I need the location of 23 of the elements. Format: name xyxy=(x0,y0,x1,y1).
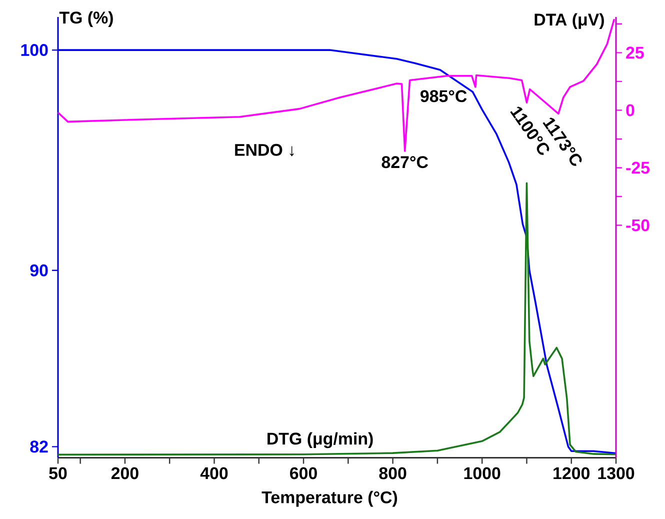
y-tick-label: 90 xyxy=(30,264,48,276)
annotation: 827°C xyxy=(382,156,428,168)
line-series xyxy=(57,182,617,456)
y2-axis-title: DTA (μV) xyxy=(534,13,604,29)
series-label: DTG (μg/min) xyxy=(268,432,373,448)
y2-tick-label: 0 xyxy=(626,104,634,116)
y2-tick-label: -50 xyxy=(626,219,650,232)
x-tick-label: 1300 xyxy=(598,467,634,480)
x-tick-label: 400 xyxy=(200,467,228,480)
y-tick-label: 100 xyxy=(21,44,48,56)
y2-tick-label: -25 xyxy=(626,162,650,174)
x-tick-label: 50 xyxy=(49,467,67,480)
x-tick-label: 1200 xyxy=(554,467,590,480)
y-axis-title: TG (%) xyxy=(59,11,113,27)
y2-tick-label: 25 xyxy=(626,46,644,59)
x-axis-title: Temperature (°C) xyxy=(262,490,398,507)
x-tick-label: 200 xyxy=(111,467,138,480)
x-tick-label: 1000 xyxy=(464,467,500,480)
x-tick-label: 600 xyxy=(290,467,317,480)
annotation: 985°C xyxy=(420,90,467,102)
y-tick-label: 82 xyxy=(30,440,48,453)
x-tick-label: 800 xyxy=(379,467,406,480)
annotation: ENDO ↓ xyxy=(235,144,294,156)
